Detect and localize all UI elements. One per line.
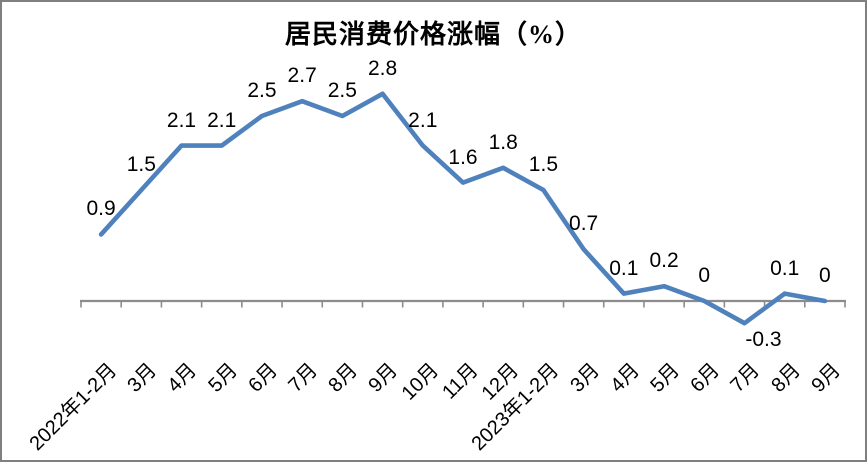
data-label: 0.2 <box>649 249 679 273</box>
data-label: 2.1 <box>207 108 237 132</box>
data-label: 2.5 <box>327 79 357 102</box>
data-label: 2.7 <box>287 64 317 88</box>
data-label: 0.1 <box>770 256 800 280</box>
data-label: 0.7 <box>569 212 599 236</box>
data-label: 2.1 <box>408 108 438 132</box>
data-label: 2.1 <box>166 108 197 132</box>
data-label: 0 <box>698 264 711 287</box>
data-label: 1.5 <box>528 153 559 176</box>
data-label: -0.3 <box>745 328 782 352</box>
data-label: 2.8 <box>367 56 398 80</box>
data-label: 0 <box>819 264 831 287</box>
data-label: 0.1 <box>609 256 639 280</box>
data-label: 0.9 <box>86 197 116 221</box>
data-label: 1.8 <box>488 130 518 154</box>
data-label: 1.6 <box>448 145 478 169</box>
data-label: 2.5 <box>247 79 277 102</box>
data-label: 1.5 <box>126 153 156 176</box>
chart-title: 居民消费价格涨幅（%） <box>284 20 582 49</box>
series-line-cpi <box>98 91 828 326</box>
